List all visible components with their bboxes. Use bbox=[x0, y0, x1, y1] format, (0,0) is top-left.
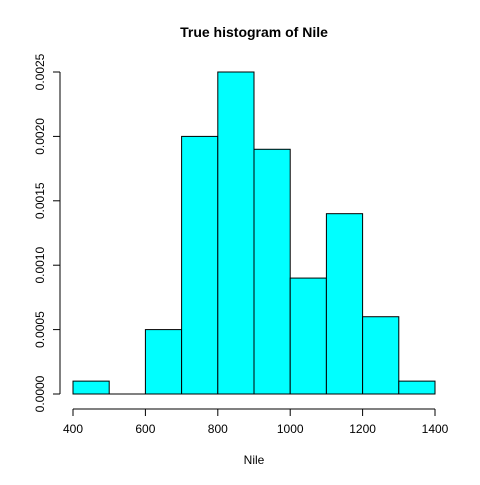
histogram-bar bbox=[72, 380, 110, 395]
histogram-bar bbox=[217, 71, 255, 395]
x-axis-label: Nile bbox=[244, 453, 265, 467]
histogram-bar bbox=[181, 135, 219, 395]
x-axis: 400 600 800 1000 1200 1400 bbox=[63, 408, 449, 436]
histogram-bar bbox=[289, 277, 327, 395]
y-tick-label: 0.0020 bbox=[33, 118, 47, 155]
x-tick-label: 800 bbox=[208, 422, 228, 436]
x-tick-label: 600 bbox=[135, 422, 155, 436]
histogram-bar bbox=[144, 329, 183, 395]
histogram-bar bbox=[253, 148, 291, 395]
bars-group bbox=[72, 71, 436, 395]
y-tick-label: 0.0025 bbox=[33, 53, 47, 90]
y-tick-label: 0.0000 bbox=[33, 375, 47, 412]
y-tick-label: 0.0010 bbox=[33, 247, 47, 284]
histogram-bar bbox=[325, 213, 364, 395]
x-tick-label: 1200 bbox=[349, 422, 376, 436]
y-axis: 0.0000 0.0005 0.0010 0.0015 0.0020 0.0025 bbox=[33, 53, 61, 412]
x-tick-label: 1000 bbox=[277, 422, 304, 436]
x-tick-label: 400 bbox=[63, 422, 83, 436]
histogram-bar bbox=[398, 380, 436, 395]
y-tick-label: 0.0005 bbox=[33, 311, 47, 348]
chart-title: True histogram of Nile bbox=[180, 24, 328, 40]
y-tick-label: 0.0015 bbox=[33, 182, 47, 219]
histogram-bar bbox=[362, 316, 400, 395]
x-tick-label: 1400 bbox=[422, 422, 449, 436]
